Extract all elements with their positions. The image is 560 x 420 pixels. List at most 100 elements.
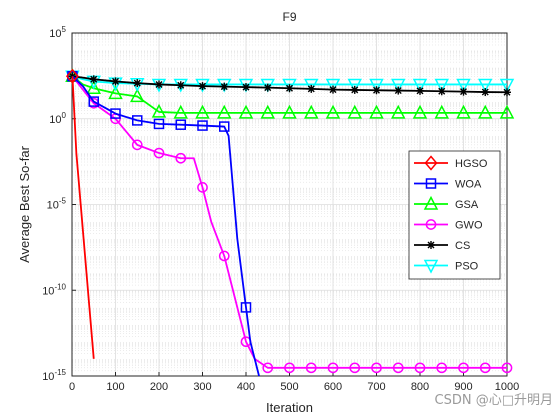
data-point-pso: [238, 78, 254, 93]
legend-marker: [424, 155, 438, 171]
star-stroke: [155, 80, 163, 88]
data-point-gsa: [391, 104, 406, 119]
series-line-hgso: [71, 76, 95, 359]
data-point-gsa: [304, 104, 319, 119]
star-stroke: [416, 87, 424, 95]
data-point-woa: [175, 119, 186, 130]
data-point-gsa: [456, 104, 471, 119]
series-pso: [65, 70, 515, 93]
legend-marker: [423, 259, 439, 274]
legend-label: HGSO: [455, 158, 488, 170]
y-axis-label: Average Best So-far: [17, 145, 32, 262]
y-tick-label: 10-10: [42, 282, 66, 297]
data-point-gwo: [197, 182, 208, 193]
x-tick-label: 400: [237, 381, 255, 393]
data-point-cs: [416, 86, 424, 95]
data-point-cs: [198, 82, 207, 91]
data-point-gwo: [131, 139, 143, 151]
data-point-hgso: [65, 68, 79, 84]
data-point-cs: [394, 86, 403, 95]
x-axis-label: Iteration: [266, 400, 313, 415]
data-point-pso: [499, 78, 515, 93]
legend-label: PSO: [455, 261, 479, 273]
legend-box: [408, 150, 501, 280]
data-point-gwo: [349, 362, 361, 374]
data-point-pso: [478, 78, 493, 93]
series-line-pso: [72, 75, 507, 86]
series-line-cs: [72, 75, 508, 94]
x-tick-label: 300: [193, 381, 211, 393]
data-point-gwo: [153, 147, 165, 159]
data-point-woa: [240, 302, 252, 313]
star-stroke: [373, 86, 380, 94]
legend-label: CS: [455, 240, 470, 252]
x-tick-label: 500: [280, 381, 298, 393]
data-point-gsa: [173, 104, 188, 119]
star-stroke: [199, 82, 206, 90]
data-point-pso: [391, 78, 406, 93]
data-point-gwo: [479, 362, 491, 374]
data-point-gwo: [305, 362, 317, 374]
star-stroke: [307, 85, 315, 93]
legend-marker: [427, 241, 435, 249]
data-point-cs: [350, 85, 359, 94]
legend-item-hgso: HGSO: [414, 155, 488, 171]
data-point-gsa: [195, 104, 210, 119]
star-stroke: [286, 84, 293, 92]
legend-marker: [425, 219, 437, 230]
star-stroke: [220, 83, 228, 91]
data-point-pso: [369, 78, 384, 93]
y-tick-label: 105: [49, 25, 66, 40]
x-tick-label: 600: [324, 381, 342, 393]
data-point-pso: [412, 78, 428, 93]
data-point-pso: [434, 78, 449, 93]
y-axis-ticks: 10-15 10-10 10-5 100 105: [42, 25, 76, 383]
legend-label: GWO: [455, 220, 483, 232]
data-point-cs: [242, 83, 250, 92]
data-point-gsa: [478, 104, 493, 119]
data-point-cs: [329, 85, 337, 94]
data-point-cs: [481, 88, 490, 97]
data-point-gwo: [436, 362, 448, 374]
y-tick-label: 100: [49, 111, 66, 126]
legend: HGSO WOA GSA GWO CS PSO: [408, 150, 501, 280]
star-stroke: [503, 88, 511, 96]
x-tick-label: 800: [411, 381, 429, 393]
star-stroke: [112, 77, 119, 85]
data-point-cs: [263, 83, 272, 92]
x-tick-label: 1000: [495, 381, 519, 393]
data-point-gwo: [262, 362, 274, 374]
legend-item-gsa: GSA: [414, 195, 479, 211]
legend-marker: [423, 195, 439, 210]
star-stroke: [90, 75, 98, 83]
data-point-gsa: [238, 104, 254, 119]
data-point-woa: [197, 120, 208, 131]
data-point-gsa: [260, 104, 275, 119]
data-point-gwo: [501, 362, 513, 374]
y-tick-label: 10-5: [47, 197, 67, 212]
data-point-pso: [456, 78, 471, 93]
x-tick-label: 100: [106, 381, 124, 393]
series-line-woa: [71, 75, 260, 377]
data-point-pso: [217, 78, 232, 93]
star-stroke: [264, 84, 272, 92]
star-stroke: [242, 83, 250, 91]
data-point-woa: [219, 121, 230, 132]
watermark: CSDN @心□升明月: [435, 393, 553, 408]
data-point-gsa: [434, 104, 449, 119]
legend-item-cs: CS: [414, 240, 470, 252]
data-point-gwo: [458, 362, 469, 374]
data-point-gwo: [371, 362, 382, 374]
star-stroke: [394, 87, 402, 95]
star-stroke: [177, 81, 185, 89]
series-line-gwo: [71, 75, 507, 369]
data-point-woa: [110, 108, 121, 119]
data-point-cs: [176, 81, 185, 90]
data-point-cs: [285, 84, 294, 93]
data-point-gwo: [218, 250, 230, 262]
legend-item-gwo: GWO: [414, 219, 483, 232]
x-tick-label: 200: [150, 381, 168, 393]
series-gwo: [67, 70, 513, 374]
series-hgso: [65, 68, 95, 359]
